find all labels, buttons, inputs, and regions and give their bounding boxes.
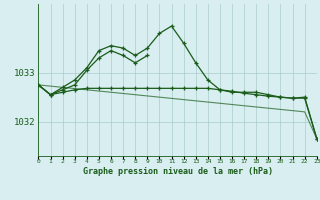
X-axis label: Graphe pression niveau de la mer (hPa): Graphe pression niveau de la mer (hPa) [83, 167, 273, 176]
